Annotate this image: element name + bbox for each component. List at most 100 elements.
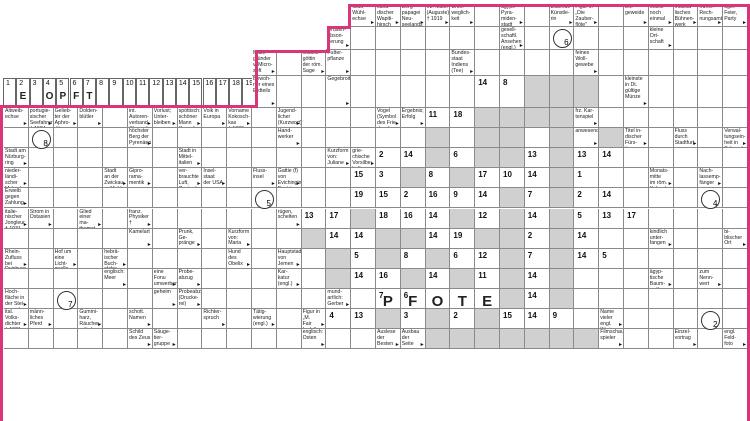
answer-cell[interactable] (252, 108, 277, 129)
answer-cell[interactable] (624, 188, 649, 209)
answer-cell[interactable] (152, 208, 178, 229)
answer-cell[interactable] (78, 128, 104, 149)
solution-cell[interactable]: 17 (215, 78, 230, 106)
answer-cell[interactable]: 14 (351, 268, 376, 289)
answer-cell[interactable] (128, 288, 153, 309)
answer-cell[interactable] (376, 309, 401, 330)
answer-cell[interactable] (648, 188, 674, 209)
answer-cell[interactable] (276, 329, 302, 350)
answer-cell[interactable] (698, 148, 724, 169)
answer-cell[interactable] (524, 27, 550, 50)
answer-cell[interactable]: 14 (425, 228, 451, 249)
answer-cell[interactable] (103, 108, 128, 129)
answer-cell[interactable]: 8 (425, 168, 451, 189)
answer-cell[interactable] (152, 188, 178, 209)
answer-cell[interactable] (376, 50, 401, 76)
answer-cell[interactable] (500, 329, 525, 350)
answer-cell[interactable] (425, 248, 451, 269)
answer-cell[interactable] (103, 208, 128, 229)
answer-cell[interactable] (326, 329, 352, 350)
answer-cell[interactable] (648, 248, 674, 269)
answer-cell[interactable] (252, 329, 277, 350)
answer-cell[interactable] (599, 50, 624, 76)
answer-cell[interactable] (673, 168, 699, 189)
answer-cell[interactable] (475, 4, 500, 27)
answer-cell[interactable] (103, 309, 128, 330)
answer-cell[interactable] (78, 288, 104, 309)
answer-cell[interactable]: 7 (524, 188, 550, 209)
answer-cell[interactable] (252, 228, 277, 249)
answer-cell[interactable] (624, 228, 649, 249)
answer-cell[interactable] (549, 288, 575, 309)
answer-cell[interactable] (624, 168, 649, 189)
solution-cell[interactable]: 16 (202, 78, 216, 106)
answer-cell[interactable] (276, 309, 302, 330)
answer-cell[interactable] (624, 248, 649, 269)
answer-cell[interactable] (648, 128, 674, 149)
answer-cell[interactable] (673, 27, 699, 50)
answer-cell[interactable] (624, 148, 649, 169)
answer-cell[interactable]: 14 (475, 188, 500, 209)
solution-cell[interactable]: 13 (162, 78, 176, 106)
answer-cell[interactable] (351, 76, 376, 108)
solution-cell[interactable]: 3 (29, 78, 43, 106)
answer-cell[interactable] (450, 128, 476, 149)
answer-cell[interactable]: 14 (326, 228, 352, 249)
answer-cell[interactable]: 14 (524, 309, 550, 330)
answer-cell[interactable] (227, 188, 252, 209)
answer-cell[interactable] (78, 329, 104, 350)
answer-cell[interactable] (202, 148, 228, 169)
answer-cell[interactable] (673, 108, 699, 129)
answer-cell[interactable] (549, 128, 575, 149)
answer-cell[interactable] (524, 128, 550, 149)
answer-cell[interactable]: 13 (351, 309, 376, 330)
answer-cell[interactable] (648, 50, 674, 76)
answer-cell[interactable] (673, 288, 699, 309)
answer-cell[interactable] (524, 76, 550, 108)
answer-cell[interactable] (177, 208, 203, 229)
answer-cell[interactable] (673, 228, 699, 249)
answer-cell[interactable] (28, 228, 54, 249)
answer-cell[interactable] (276, 228, 302, 249)
answer-cell[interactable] (28, 288, 54, 309)
answer-cell[interactable]: 1 (574, 168, 600, 189)
answer-cell[interactable] (648, 76, 674, 108)
answer-cell[interactable] (326, 168, 352, 189)
answer-cell[interactable] (599, 27, 624, 50)
answer-cell[interactable] (574, 288, 600, 309)
answer-cell[interactable] (599, 128, 624, 149)
answer-cell[interactable] (574, 268, 600, 289)
answer-cell[interactable] (28, 329, 54, 350)
answer-cell[interactable] (326, 188, 352, 209)
answer-cell[interactable] (202, 128, 228, 149)
answer-cell[interactable] (698, 208, 724, 229)
solution-cell[interactable]: 11 (136, 78, 150, 106)
answer-cell[interactable]: 8 (400, 248, 426, 269)
answer-cell[interactable] (326, 248, 352, 269)
answer-cell[interactable] (549, 268, 575, 289)
answer-cell[interactable] (648, 288, 674, 309)
answer-cell[interactable] (78, 168, 104, 189)
answer-cell[interactable] (376, 76, 401, 108)
answer-cell[interactable] (202, 268, 228, 289)
answer-cell[interactable]: 13 (574, 148, 600, 169)
answer-cell[interactable] (78, 188, 104, 209)
answer-cell[interactable] (301, 148, 327, 169)
answer-cell[interactable] (500, 108, 525, 129)
answer-cell[interactable] (723, 50, 748, 76)
answer-cell[interactable] (177, 188, 203, 209)
answer-cell[interactable] (276, 288, 302, 309)
answer-cell[interactable] (673, 76, 699, 108)
answer-cell[interactable] (301, 128, 327, 149)
answer-cell[interactable] (376, 128, 401, 149)
answer-cell[interactable] (723, 208, 748, 229)
answer-cell[interactable] (301, 228, 327, 249)
solution-cell[interactable]: 12 (149, 78, 163, 106)
answer-cell[interactable] (524, 50, 550, 76)
solution-cell[interactable]: 8 (96, 78, 110, 106)
answer-cell[interactable]: 6 (450, 248, 476, 269)
answer-cell[interactable]: 7 (524, 248, 550, 269)
answer-cell[interactable] (351, 27, 376, 50)
answer-cell[interactable] (624, 329, 649, 350)
